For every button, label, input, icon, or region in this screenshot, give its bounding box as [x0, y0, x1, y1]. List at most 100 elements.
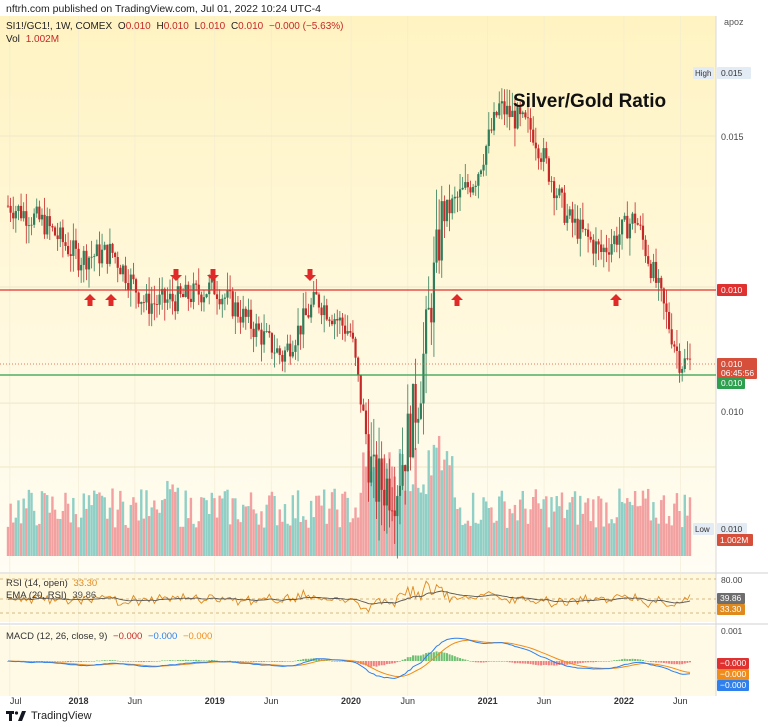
volume-bar — [27, 489, 31, 556]
chart-area[interactable]: SI1!/GC1!, 1W, COMEX O0.010 H0.010 L0.01… — [0, 16, 768, 706]
candle-body — [53, 227, 57, 236]
volume-bar — [513, 504, 517, 556]
candle-body — [19, 205, 23, 219]
macd-histogram-bar — [35, 661, 38, 662]
volume-bar — [116, 509, 119, 556]
macd-histogram-bar — [30, 661, 33, 662]
volume-bar — [594, 527, 598, 556]
high-badge-value: 0.015 — [721, 68, 743, 78]
macd-histogram-bar — [150, 661, 153, 662]
candle-body — [539, 158, 543, 162]
volume-bar — [333, 488, 336, 556]
macd-histogram-bar — [174, 660, 177, 662]
macd-histogram-bar — [474, 661, 477, 663]
macd-histogram-bar — [72, 661, 75, 662]
macd-histogram-bar — [613, 660, 616, 661]
candle-body — [148, 293, 151, 314]
volume-bar — [597, 496, 600, 556]
volume-bar — [158, 512, 161, 556]
macd-legend-label: MACD (12, 26, close, 9) — [6, 631, 107, 642]
volume-bar — [424, 494, 428, 556]
candle-body — [51, 226, 54, 228]
volume-bar — [228, 524, 232, 556]
volume-bar — [469, 525, 472, 556]
macd-histogram-bar — [289, 661, 292, 662]
macd-histogram-bar — [129, 661, 132, 662]
candle-body — [466, 182, 469, 188]
candle-body — [208, 282, 211, 295]
candle-body — [411, 384, 415, 458]
macd-histogram-bar — [576, 661, 579, 664]
macd-histogram-bar — [333, 661, 336, 662]
volume-bar — [171, 484, 174, 556]
rsi-legend: RSI (14, open) 33.30 — [6, 578, 97, 589]
volume-bar — [150, 507, 153, 556]
volume-bar — [579, 495, 582, 556]
macd-line-badge-value: −0.000 — [720, 680, 747, 690]
macd-histogram-bar — [547, 661, 550, 666]
candle-body — [72, 240, 75, 256]
candle-body — [631, 213, 634, 224]
volume-bar — [636, 506, 639, 556]
volume-bar — [322, 489, 326, 556]
volume-bar — [586, 498, 590, 556]
volume-bar — [6, 526, 10, 556]
down-arrow-icon — [207, 269, 219, 281]
macd-histogram-bar — [443, 652, 446, 661]
candle-body — [145, 293, 148, 303]
candle-body — [95, 244, 98, 257]
volume-bar — [35, 525, 38, 556]
candle-body — [406, 413, 409, 472]
candle-body — [563, 192, 566, 223]
macd-histogram-bar — [605, 661, 608, 662]
candle-body — [443, 201, 446, 222]
candle-body — [432, 262, 436, 323]
macd-histogram-bar — [495, 661, 498, 662]
macd-histogram-bar — [263, 661, 266, 662]
volume-bar — [281, 521, 284, 556]
published-header: nftrh.com published on TradingView.com, … — [6, 3, 321, 15]
candle-body — [229, 290, 232, 292]
volume-bar — [680, 527, 684, 556]
macd-histogram-bar — [540, 661, 543, 666]
candle-body — [174, 301, 177, 312]
macd-histogram-bar — [670, 661, 673, 665]
candlestick-series — [6, 88, 692, 559]
down-arrow-icon — [170, 269, 182, 281]
macd-histogram-bar — [581, 661, 584, 663]
volume-bar — [660, 500, 663, 556]
volume-bar — [550, 497, 553, 556]
candle-body — [547, 158, 550, 182]
candle-body — [681, 368, 684, 373]
candle-body — [171, 293, 174, 302]
volume-bar — [87, 495, 91, 556]
volume-bar — [239, 522, 242, 556]
chart-svg[interactable]: SI1!/GC1!, 1W, COMEX O0.010 H0.010 L0.01… — [0, 16, 768, 706]
candle-body — [304, 308, 307, 316]
volume-bar — [613, 523, 616, 556]
volume-bar — [432, 444, 436, 556]
macd-histogram-bar — [519, 661, 522, 664]
up-arrow-icon — [84, 294, 96, 306]
candle-body — [579, 219, 582, 239]
candle-body — [333, 319, 336, 325]
macd-histogram-bar — [239, 661, 242, 662]
macd-histogram-bar — [135, 661, 138, 662]
macd-histogram-bar — [558, 661, 561, 665]
macd-histogram-bar — [114, 660, 117, 661]
volume-bar — [9, 503, 12, 556]
volume-bar — [205, 500, 208, 556]
candle-body — [367, 434, 370, 483]
volume-bar — [477, 523, 480, 556]
horizontal-levels — [0, 289, 716, 376]
volume-bar — [153, 500, 156, 556]
candle-body — [456, 196, 459, 198]
candle-body — [490, 129, 493, 131]
macd-histogram-bar — [310, 658, 313, 661]
volume-bar — [406, 466, 409, 556]
volume-bar — [563, 518, 566, 556]
macd-histogram-bar — [132, 661, 135, 662]
candle-body — [560, 188, 564, 193]
volume-bar — [82, 493, 85, 556]
macd-histogram-bar — [380, 661, 383, 666]
